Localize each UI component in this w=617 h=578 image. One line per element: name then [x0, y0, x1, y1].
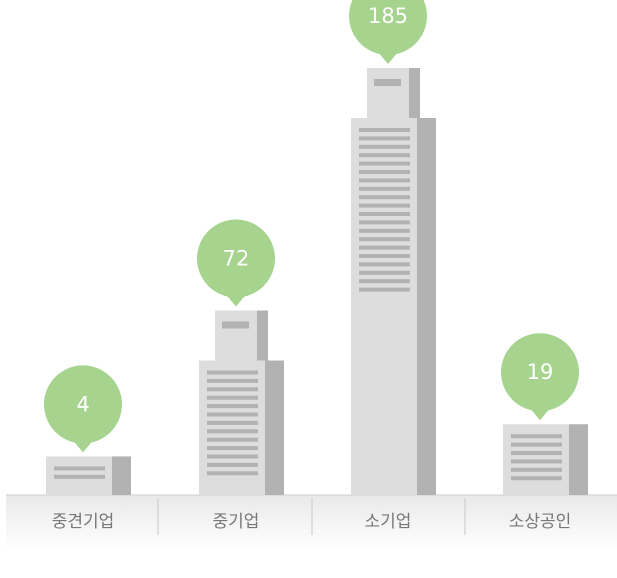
window-stripe: [54, 466, 105, 470]
window-stripe: [207, 446, 258, 450]
building: [199, 310, 284, 495]
window-stripe: [359, 254, 410, 258]
window-stripe: [54, 475, 105, 479]
tower-side: [257, 310, 268, 360]
window-stripe: [511, 443, 562, 447]
window-stripe: [359, 246, 410, 250]
window-stripe: [207, 421, 258, 425]
window-stripe: [359, 212, 410, 216]
tower-front: [215, 310, 257, 360]
window-stripe: [511, 468, 562, 472]
window-stripe: [207, 463, 258, 467]
window-stripe: [359, 187, 410, 191]
window-stripe: [511, 451, 562, 455]
window-stripe: [207, 454, 258, 458]
window-stripe: [359, 153, 410, 157]
building: [46, 456, 131, 495]
window-stripe: [359, 136, 410, 140]
tower-front: [367, 68, 409, 118]
window-stripe: [359, 195, 410, 199]
tower-window: [374, 79, 401, 86]
building: [351, 68, 436, 495]
window-stripe: [359, 162, 410, 166]
building-side: [417, 118, 436, 495]
window-stripe: [359, 288, 410, 292]
window-stripe: [207, 429, 258, 433]
x-tick-label: 중기업: [213, 512, 260, 532]
window-stripe: [511, 476, 562, 480]
building-front: [351, 118, 417, 495]
building-side: [265, 360, 284, 495]
window-stripe: [359, 237, 410, 241]
chart: 중견기업 4 중기업 72 소기업 185 소상공인 19: [0, 0, 617, 578]
tower-window: [222, 321, 249, 328]
x-tick-label: 소상공인: [509, 512, 572, 532]
window-stripe: [359, 204, 410, 208]
value-label: 4: [76, 392, 89, 416]
value-label: 72: [223, 246, 250, 270]
window-stripe: [359, 229, 410, 233]
window-stripe: [207, 471, 258, 475]
window-stripe: [207, 379, 258, 383]
window-stripe: [207, 404, 258, 408]
x-tick-label: 중견기업: [52, 512, 115, 532]
window-stripe: [359, 279, 410, 283]
tower-side: [409, 68, 420, 118]
value-label: 19: [527, 360, 554, 384]
window-stripe: [511, 434, 562, 438]
building-side: [569, 424, 588, 495]
window-stripe: [359, 145, 410, 149]
window-stripe: [207, 387, 258, 391]
building-side: [112, 456, 131, 495]
window-stripe: [207, 438, 258, 442]
window-stripe: [207, 412, 258, 416]
window-stripe: [359, 170, 410, 174]
window-stripe: [359, 220, 410, 224]
value-label: 185: [368, 4, 408, 28]
window-stripe: [359, 128, 410, 132]
window-stripe: [207, 370, 258, 374]
window-stripe: [207, 396, 258, 400]
window-stripe: [511, 459, 562, 463]
window-stripe: [359, 178, 410, 182]
x-tick-label: 소기업: [365, 512, 412, 532]
building: [503, 424, 588, 495]
window-stripe: [359, 271, 410, 275]
window-stripe: [359, 262, 410, 266]
